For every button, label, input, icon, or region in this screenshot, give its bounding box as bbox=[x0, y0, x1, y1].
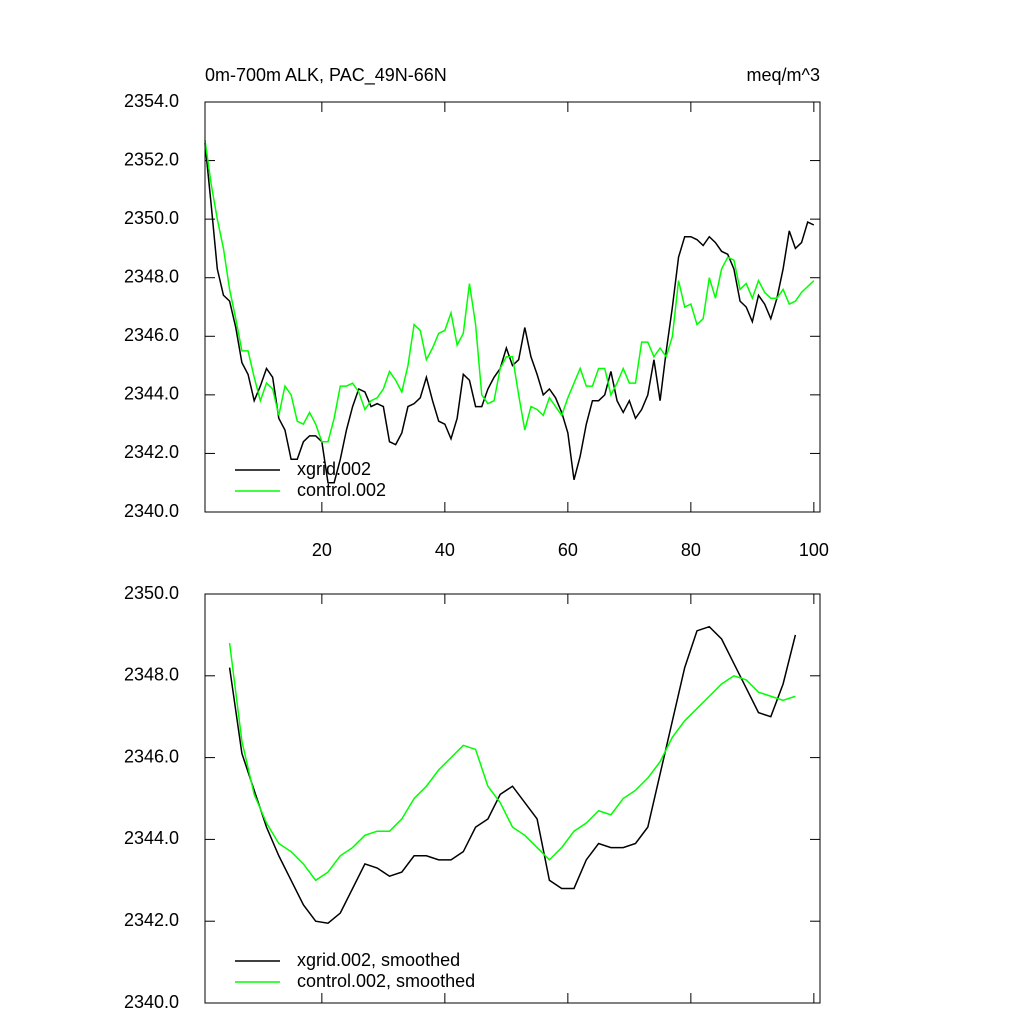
y-tick-label: 2354.0 bbox=[124, 91, 179, 111]
y-tick-label: 2342.0 bbox=[124, 910, 179, 930]
y-tick-label: 2352.0 bbox=[124, 149, 179, 169]
series-line bbox=[228, 642, 796, 882]
legend-label: xgrid.002 bbox=[297, 459, 371, 479]
y-tick-label: 2346.0 bbox=[124, 325, 179, 345]
x-tick-label: 40 bbox=[435, 540, 455, 560]
legend-label: xgrid.002, smoothed bbox=[297, 950, 460, 970]
units-label: meq/m^3 bbox=[747, 65, 820, 85]
y-tick-label: 2350.0 bbox=[124, 583, 179, 603]
plot-frame bbox=[204, 101, 821, 513]
legend-label: control.002, smoothed bbox=[297, 971, 475, 991]
x-tick-label: 100 bbox=[799, 540, 829, 560]
y-tick-label: 2340.0 bbox=[124, 992, 179, 1012]
x-tick-label: 20 bbox=[312, 540, 332, 560]
y-tick-label: 2344.0 bbox=[124, 384, 179, 404]
y-tick-label: 2350.0 bbox=[124, 208, 179, 228]
y-tick-label: 2340.0 bbox=[124, 501, 179, 521]
y-tick-label: 2344.0 bbox=[124, 828, 179, 848]
chart-title: 0m-700m ALK, PAC_49N-66N bbox=[205, 65, 447, 86]
legend-label: control.002 bbox=[297, 480, 386, 500]
y-tick-label: 2346.0 bbox=[124, 746, 179, 766]
y-tick-label: 2342.0 bbox=[124, 442, 179, 462]
series-line bbox=[204, 139, 815, 443]
series-line bbox=[204, 142, 815, 484]
y-tick-label: 2348.0 bbox=[124, 665, 179, 685]
plot-frame bbox=[204, 593, 821, 1004]
x-tick-label: 80 bbox=[681, 540, 701, 560]
x-tick-label: 60 bbox=[558, 540, 578, 560]
y-tick-label: 2348.0 bbox=[124, 266, 179, 286]
series-line bbox=[228, 625, 797, 925]
